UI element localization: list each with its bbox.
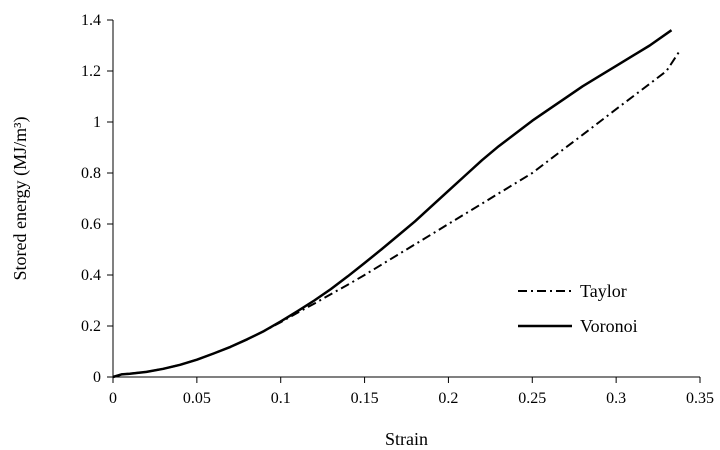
x-tick-label: 0.1: [271, 390, 291, 407]
y-tick-label: 1.4: [81, 12, 101, 29]
legend: Taylor Voronoi: [518, 281, 638, 336]
y-tick-label: 0.6: [81, 216, 101, 233]
x-tick-label: 0.3: [606, 390, 626, 407]
x-tick-label: 0.2: [438, 390, 458, 407]
y-tick-label: 1.2: [81, 63, 101, 80]
x-tick-label: 0.25: [518, 390, 546, 407]
x-tick-label: 0.35: [686, 390, 714, 407]
y-tick-label: 0.8: [81, 165, 101, 182]
plot-lines: [112, 29, 681, 379]
y-axis-ticks: 0 0.2 0.4 0.6 0.8 1 1.2 1.4: [81, 12, 113, 386]
series-line-voronoi: [112, 29, 673, 379]
x-tick-label: 0.05: [183, 390, 211, 407]
y-tick-label: 0.2: [81, 318, 101, 335]
x-axis-title: Strain: [385, 429, 428, 449]
legend-item-voronoi: Voronoi: [518, 316, 638, 336]
y-tick-label: 0: [93, 369, 101, 386]
x-tick-label: 0.15: [351, 390, 379, 407]
x-tick-label: 0: [109, 390, 117, 407]
legend-item-taylor: Taylor: [518, 281, 627, 301]
legend-label-voronoi: Voronoi: [580, 316, 638, 336]
y-axis-title: Stored energy (MJ/m³): [10, 116, 31, 280]
x-axis-ticks: 0 0.05 0.1 0.15 0.2 0.25 0.3 0.35: [109, 377, 714, 407]
y-tick-label: 1: [93, 114, 101, 131]
legend-label-taylor: Taylor: [580, 281, 627, 301]
y-tick-label: 0.4: [81, 267, 101, 284]
